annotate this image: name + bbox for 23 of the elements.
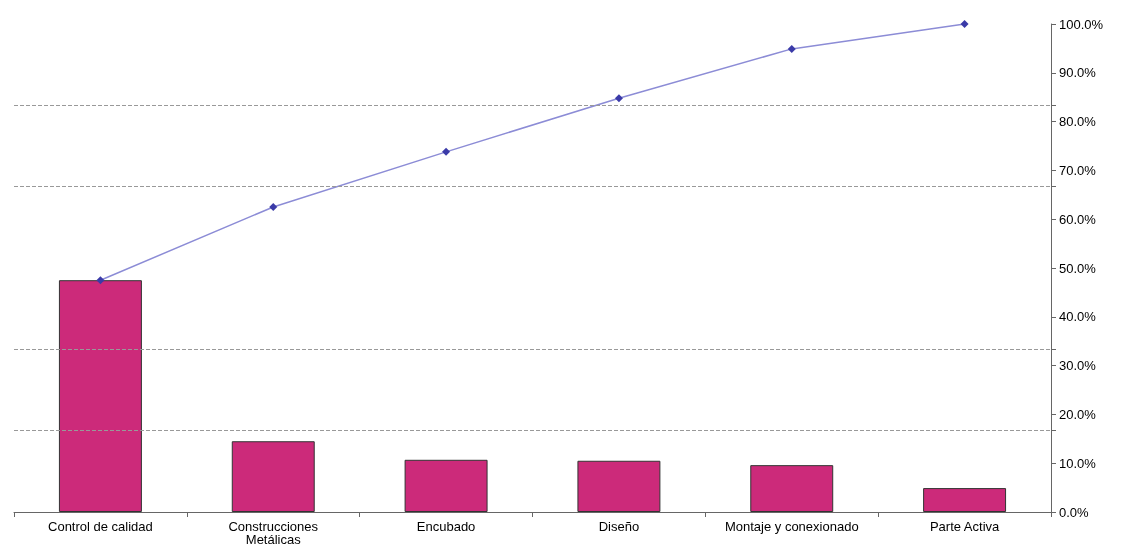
bar xyxy=(923,488,1007,512)
y-tick-label: 100.0% xyxy=(1059,16,1104,32)
bar xyxy=(58,280,142,512)
y-tick-label: 60.0% xyxy=(1059,211,1097,227)
bar xyxy=(231,441,315,512)
y-tick-label: 70.0% xyxy=(1059,162,1097,178)
x-tick-label: Montaje y conexionado xyxy=(724,519,859,534)
y-tick-label: 30.0% xyxy=(1059,358,1097,374)
x-tick-label: Parte Activa xyxy=(929,519,1001,534)
y-tick-label: 10.0% xyxy=(1059,455,1097,471)
y-tick-label: 50.0% xyxy=(1059,260,1097,276)
x-tick-label: Construcciones Metálicas xyxy=(228,519,319,547)
y-tick-label: 40.0% xyxy=(1059,309,1097,325)
bar xyxy=(577,460,661,512)
bar xyxy=(750,465,834,512)
bar xyxy=(404,459,488,512)
x-tick-label: Encubado xyxy=(416,519,476,534)
x-tick-label: Control de calidad xyxy=(48,519,153,534)
y-tick-label: 20.0% xyxy=(1059,406,1097,422)
y-tick-label: 80.0% xyxy=(1059,114,1097,130)
y-tick-label: 90.0% xyxy=(1059,65,1097,81)
y-tick-label: 0.0% xyxy=(1059,504,1090,520)
x-tick-label: Diseño xyxy=(598,519,640,534)
